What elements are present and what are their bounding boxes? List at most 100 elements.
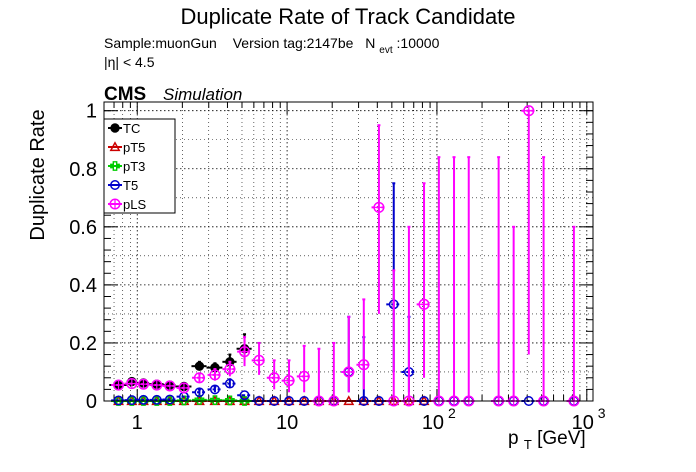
data-point-shape [268,372,280,384]
data-point [126,378,138,390]
legend-marker-shape [110,123,120,133]
x-tick-label: 10 [422,412,444,434]
y-tick-label: 0 [86,391,97,413]
data-point [210,395,220,406]
data-point [298,370,310,382]
data-point-shape [224,363,236,375]
tick-labels: 1 10 10 2 10 300.20.40.60.81 [69,101,606,434]
data-point-shape [164,394,175,405]
data-point [239,390,250,401]
y-axis-title: Duplicate Rate [27,109,49,240]
data-point [137,378,149,390]
data-point [151,379,163,391]
data-point-shape [238,346,251,358]
legend-box [103,118,176,214]
x-title-main: p [508,428,519,449]
eta-cut: |η| < 4.5 [104,54,155,70]
legend-entry-tc: TC [108,121,140,136]
data-point [194,361,205,371]
simulation-label: Simulation [163,85,242,104]
data-point-shape [373,201,385,213]
data-point [194,387,205,398]
data-point-shape [112,379,125,391]
data-point-shape [178,382,190,394]
data-point-shape [151,379,163,391]
data-point-shape [164,380,176,392]
plot-frame [103,101,594,402]
legend-entry-pt5: pT5 [108,140,145,155]
legend-entry-pls: pLS [108,197,146,212]
data-point-shape [194,361,205,371]
data-point-shape [126,395,137,406]
data-point [224,363,236,375]
chart-title: Duplicate Rate of Track Candidate [180,4,515,29]
legend: TC pT5 pT3 T5 pLS [103,118,176,214]
data-point [343,366,355,378]
axis-ticks [103,102,593,402]
version-tag: Version tag:2147be [233,35,354,51]
data-point-shape [151,394,162,405]
x-tick-label: 1 [132,412,143,434]
series-pls [111,105,582,407]
data-point-shape [418,298,430,310]
data-point-shape [239,390,250,401]
data-point [224,378,235,389]
data-point [126,395,137,406]
legend-label: T5 [123,178,138,193]
data-point-shape [137,378,149,390]
data-point [224,395,235,406]
data-point-shape [358,359,370,371]
legend-marker [110,123,120,133]
data-point [113,395,124,406]
nevt-sub: evt [379,45,393,56]
nevt-value: :10000 [397,35,440,51]
y-tick-label: 1 [86,101,97,123]
x-tick-label: 10 [572,412,594,434]
data-point [418,298,430,310]
data-point-shape [193,372,205,384]
legend-marker-shape [110,180,120,190]
data-point-shape [298,370,310,382]
data-point-shape [224,395,235,406]
cms-label: CMS [104,84,146,105]
legend-marker [110,180,120,190]
x-tick-label-exponent: 2 [448,405,456,421]
legend-entry-t5: T5 [108,178,138,193]
sample-label: Sample:muonGun [104,35,217,51]
data-point [151,394,162,405]
data-point-shape [523,105,535,117]
data-point [193,372,205,384]
legend-marker-shape [110,161,120,171]
data-point [194,394,205,405]
x-tick-label-exponent: 3 [598,405,606,421]
x-tick-label: 10 [276,412,298,434]
data-point-shape [224,378,235,389]
data-point-shape [210,395,220,406]
data-point-shape [113,395,124,406]
legend-marker-shape [109,198,121,210]
legend-marker [109,141,121,152]
legend-entry-pt3: pT3 [108,159,145,174]
y-tick-label: 0.2 [69,333,97,355]
nevt-prefix: N [365,35,375,51]
y-tick-label: 0.8 [69,159,97,181]
data-point-shape [209,384,220,395]
legend-label: pLS [123,197,146,212]
legend-label: TC [123,121,140,136]
data-point [164,394,175,405]
y-tick-label: 0.6 [69,217,97,239]
data-point [253,354,265,366]
data-point [523,105,535,117]
data-point [164,380,176,392]
data-point [283,375,295,387]
legend-marker [110,161,120,171]
sample-info: Sample:muonGun Version tag:2147be N evt … [104,35,440,56]
x-title-unit: [GeV] [537,428,586,449]
data-point-shape [343,366,355,378]
data-point-shape [194,387,205,398]
data-point [178,382,190,394]
data-point [358,359,370,371]
x-title-sub: T [524,437,532,452]
legend-marker-shape [109,141,121,152]
